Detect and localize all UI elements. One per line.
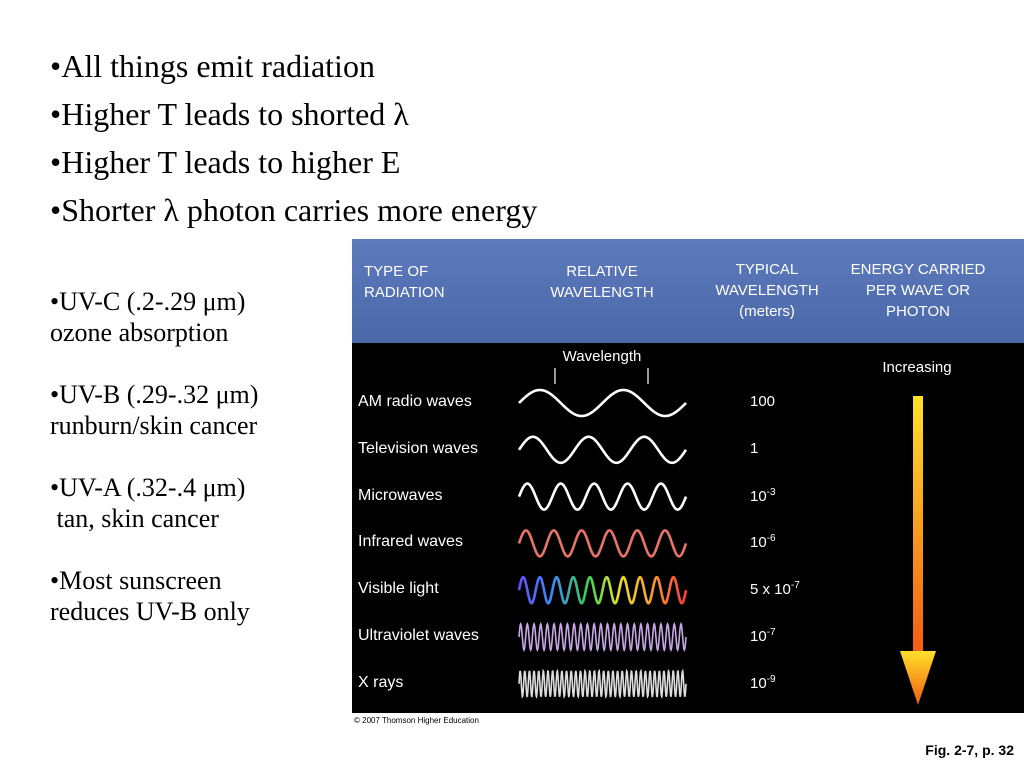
increasing-label: Increasing	[882, 359, 952, 376]
bullet-item: •Higher T leads to higher E	[50, 144, 401, 180]
uv-note-title: •UV-B (.29-.32 μm)	[50, 380, 259, 409]
header-typical-wavelength: TYPICAL WAVELENGTH (meters)	[702, 259, 832, 322]
header-relative-wavelength: RELATIVE WAVELENGTH	[530, 261, 674, 303]
value-exponent: -7	[790, 580, 800, 592]
value-exponent: -9	[766, 673, 776, 685]
typical-wavelength-value: 10-9	[750, 674, 776, 692]
wave-visible-light	[517, 575, 688, 605]
wave-infrared-waves	[517, 529, 688, 558]
header-text: WAVELENGTH	[550, 284, 654, 301]
wave-am-radio-waves	[518, 388, 687, 418]
uv-note-title: •UV-A (.32-.4 μm)	[50, 473, 246, 502]
bullet-list: •All things emit radiation •Higher T lea…	[50, 42, 537, 234]
radiation-type-label: Television waves	[358, 439, 479, 457]
header-text: PHOTON	[886, 303, 950, 320]
header-text: WAVELENGTH	[715, 282, 819, 299]
bullet-item: •All things emit radiation	[50, 48, 375, 84]
typical-wavelength-value: 5 x 10-7	[750, 580, 800, 598]
radiation-type-label: AM radio waves	[358, 393, 472, 410]
uv-note-text: reduces UV-B only	[50, 597, 250, 626]
uv-note: •UV-B (.29-.32 μm) runburn/skin cancer	[50, 379, 350, 441]
energy-increasing-arrow	[900, 396, 936, 705]
value-base: 10	[750, 534, 767, 552]
uv-note-text: ozone absorption	[50, 318, 229, 347]
radiation-type-label: Visible light	[358, 580, 439, 598]
header-text: TYPE OF	[364, 263, 429, 280]
figure-header: TYPE OF RADIATION RELATIVE WAVELENGTH TY…	[352, 239, 1024, 343]
value-base: 5 x 10	[750, 581, 791, 599]
copyright-text: © 2007 Thomson Higher Education	[354, 716, 479, 725]
radiation-type-label: X rays	[358, 673, 404, 691]
uv-note: •Most sunscreen reduces UV-B only	[50, 565, 350, 627]
uv-notes: •UV-C (.2-.29 μm) ozone absorption •UV-B…	[50, 286, 350, 627]
header-text: (meters)	[739, 303, 795, 320]
header-text: PER WAVE OR	[865, 282, 971, 299]
value-exponent: -7	[766, 627, 776, 638]
value-exponent: -3	[766, 486, 776, 498]
value-base: 10	[750, 628, 767, 645]
header-text: ENERGY CARRIED	[850, 261, 986, 278]
typical-wavelength-value: 10-7	[750, 627, 776, 645]
header-text: TYPICAL	[735, 261, 799, 278]
uv-note: •UV-A (.32-.4 μm) tan, skin cancer	[50, 472, 350, 534]
radiation-type-label: Ultraviolet waves	[358, 627, 479, 644]
typical-wavelength-value: 10-3	[750, 487, 776, 505]
typical-wavelength-value: 10-6	[750, 533, 776, 551]
radiation-type-label: Infrared waves	[358, 533, 463, 551]
figure-reference: Fig. 2-7, p. 32	[925, 742, 1014, 758]
typical-wavelength-value: 1	[750, 440, 758, 457]
uv-note-title: •Most sunscreen	[50, 566, 222, 595]
header-type-of-radiation: TYPE OF RADIATION	[364, 261, 445, 303]
wave-drawings	[517, 368, 936, 705]
header-text: RADIATION	[364, 284, 445, 301]
wavelength-label: Wavelength	[562, 348, 642, 365]
value-base: 10	[750, 674, 767, 692]
bullet-item: •Higher T leads to shorted λ	[50, 96, 409, 132]
wave-television-waves	[517, 435, 688, 465]
wavelength-marker	[554, 368, 649, 384]
em-spectrum-figure: TYPE OF RADIATION RELATIVE WAVELENGTH TY…	[352, 239, 1024, 725]
wave-x-rays	[518, 668, 687, 699]
value-base: 100	[750, 393, 776, 410]
header-energy-carried: ENERGY CARRIED PER WAVE OR PHOTON	[832, 259, 1004, 322]
bullet-item: •Shorter λ photon carries more energy	[50, 192, 538, 228]
uv-note: •UV-C (.2-.29 μm) ozone absorption	[50, 286, 350, 348]
wave-ultraviolet-waves	[518, 621, 687, 653]
wave-microwaves	[517, 482, 688, 511]
typical-wavelength-value: 100	[750, 393, 775, 410]
header-text: RELATIVE	[566, 263, 638, 280]
value-exponent: -6	[766, 533, 776, 545]
value-base: 10	[750, 487, 767, 505]
uv-note-text: tan, skin cancer	[50, 504, 219, 533]
value-base: 1	[750, 439, 759, 457]
uv-note-text: runburn/skin cancer	[50, 411, 258, 440]
radiation-type-label: Microwaves	[358, 486, 443, 504]
uv-note-title: •UV-C (.2-.29 μm)	[50, 287, 246, 316]
